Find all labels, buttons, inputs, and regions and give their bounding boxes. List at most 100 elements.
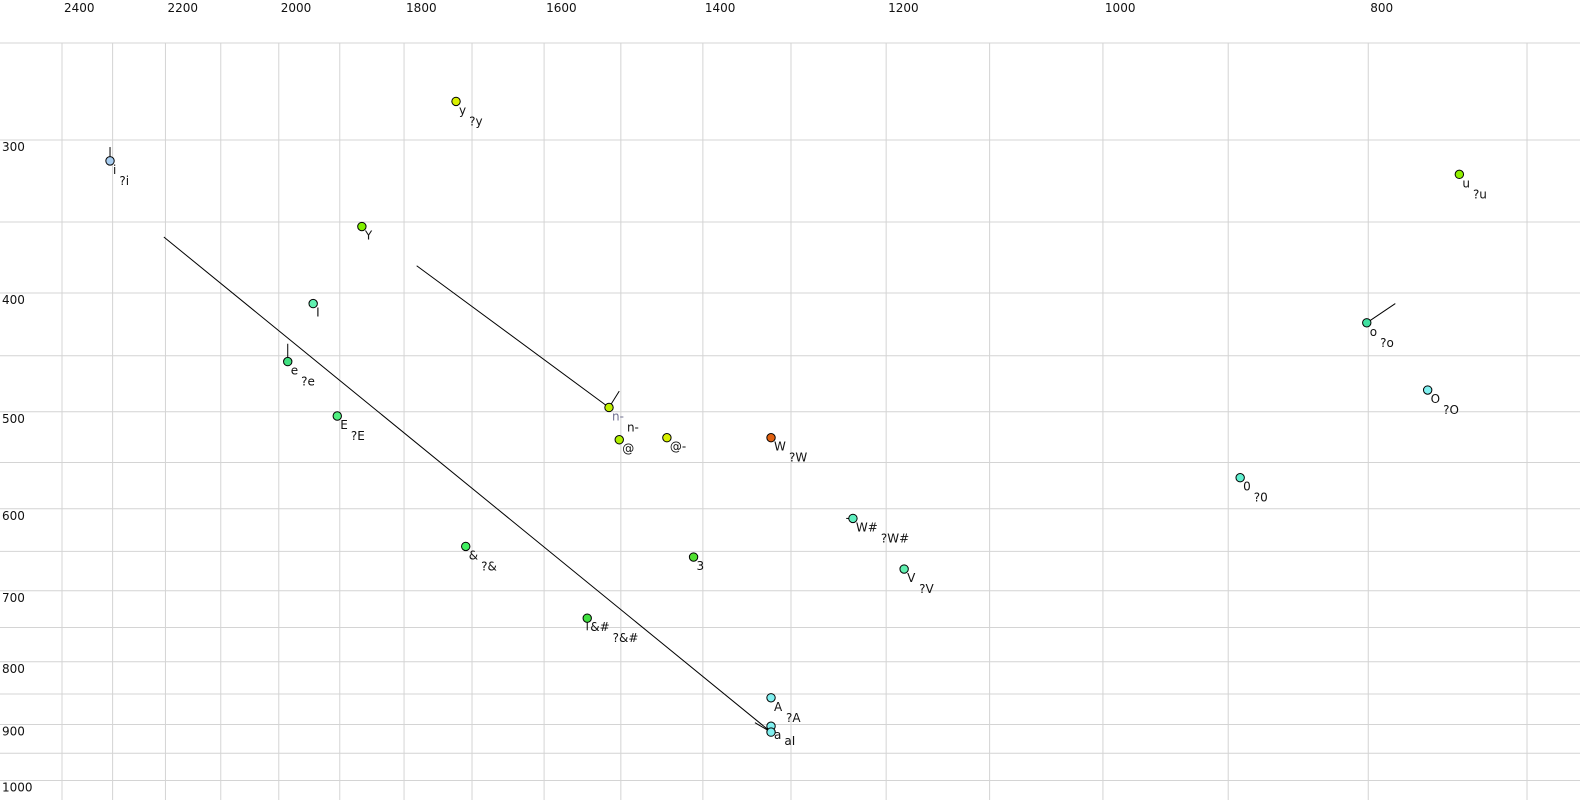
point-marker: [1362, 318, 1372, 328]
vowel-point-W#: W#?W#: [846, 513, 909, 545]
point-label: a: [774, 728, 781, 742]
y-tick-label: 300: [2, 140, 25, 154]
point-label-secondary: n-: [627, 420, 639, 434]
point-label: 3: [697, 559, 705, 573]
point-marker: [604, 402, 614, 413]
vowel-point-I: I: [308, 298, 320, 320]
point-label: E: [340, 418, 348, 432]
trajectories: [163, 236, 772, 733]
point-marker: [766, 727, 776, 737]
vowel-point-0: 0?0: [1235, 473, 1268, 505]
point-marker: [582, 613, 592, 623]
point-marker: [283, 356, 293, 367]
vowel-point-y: y?y: [451, 96, 483, 128]
point-marker: [1454, 169, 1465, 180]
point-marker: [332, 411, 342, 421]
vowel-point-o: o?o: [1362, 303, 1396, 350]
point-marker: [308, 298, 318, 309]
point-label-secondary: ?e: [301, 375, 315, 389]
vowel-point-O: O?O: [1422, 385, 1459, 417]
vowel-point-3: 3: [688, 552, 705, 573]
point-label-secondary: ?V: [919, 582, 934, 596]
point-label: &#: [590, 620, 609, 634]
point-tail: [1366, 303, 1396, 324]
point-label: i: [113, 163, 116, 177]
point-label: e: [291, 364, 298, 378]
trajectory-line: [163, 236, 772, 733]
point-label: A: [774, 700, 783, 714]
x-tick-label: 1600: [546, 1, 577, 15]
point-label: n-: [612, 409, 624, 423]
y-tick-label: 600: [2, 509, 25, 523]
vowel-point-A: A?A: [766, 693, 801, 725]
point-label-secondary: ?W#: [881, 531, 909, 545]
point-marker: [451, 96, 461, 107]
point-label: u: [1462, 176, 1470, 190]
point-label-secondary: ?&#: [613, 631, 639, 645]
point-label: 0: [1243, 480, 1251, 494]
y-tick-label: 1000: [2, 781, 33, 795]
x-tick-label: 2200: [167, 1, 198, 15]
point-label: I: [316, 306, 320, 320]
point-marker: [848, 513, 858, 524]
vowel-point-&#: &# ?&#: [582, 613, 639, 645]
point-marker: [614, 435, 624, 445]
tick-labels: 2400 2200 2000 1800 1600 1400 1200 1000 800 300 40…: [2, 1, 1393, 795]
y-tick-label: 500: [2, 412, 25, 426]
x-tick-label: 2000: [281, 1, 312, 15]
point-label: aI: [784, 734, 795, 748]
point-label: o: [1370, 325, 1377, 339]
point-label: @-: [670, 440, 686, 454]
point-label: O: [1431, 392, 1440, 406]
vowel-point-n-: n-n-: [604, 390, 639, 434]
point-label: y: [459, 103, 466, 117]
vowel-point-@: @: [614, 435, 634, 456]
point-label: &: [469, 548, 478, 562]
point-marker: [766, 693, 776, 703]
y-tick-label: 800: [2, 662, 25, 676]
point-label: Y: [364, 229, 373, 243]
x-tick-label: 1200: [888, 1, 919, 15]
y-tick-label: 700: [2, 591, 25, 605]
point-marker: [899, 564, 909, 574]
x-tick-label: 2400: [64, 1, 95, 15]
point-label-secondary: ?y: [469, 114, 482, 128]
y-tick-label: 900: [2, 724, 25, 738]
point-label: W#: [856, 520, 878, 534]
point-marker: [357, 221, 367, 232]
x-tick-label: 1800: [406, 1, 437, 15]
point-label: W: [774, 440, 786, 454]
vowel-point-e: e?e: [283, 343, 315, 389]
point-marker: [1235, 473, 1245, 483]
y-tick-label: 400: [2, 293, 25, 307]
vowel-point-Y: Y: [357, 221, 373, 243]
point-label-secondary: ?u: [1473, 187, 1487, 201]
point-marker: [1422, 385, 1433, 395]
point-marker: [662, 433, 672, 443]
point-marker: [766, 433, 776, 443]
vowel-point-W: W?W: [766, 433, 807, 465]
point-label: @: [622, 442, 634, 456]
grid: [0, 42, 1580, 800]
point-label-secondary: ?i: [119, 174, 129, 188]
x-tick-label: 800: [1370, 1, 1393, 15]
vowel-point-u: u?u: [1454, 169, 1487, 201]
point-label-secondary: ?W: [789, 451, 807, 465]
point-label: V: [907, 571, 916, 585]
point-label-secondary: ?o: [1380, 336, 1394, 350]
point-marker: [688, 552, 699, 562]
x-tick-label: 1400: [705, 1, 736, 15]
x-tick-label: 1000: [1105, 1, 1136, 15]
point-marker: [461, 541, 471, 552]
point-label-secondary: ?E: [351, 429, 365, 443]
vowel-point-V: V?V: [899, 564, 934, 596]
trajectory-line: [416, 265, 610, 408]
point-label-secondary: ?A: [786, 711, 801, 725]
vowel-point-E: E?E: [332, 411, 365, 443]
point-label-secondary: ?&: [481, 559, 497, 573]
point-label-secondary: ?0: [1254, 491, 1268, 505]
vowel-point-i: i?i: [105, 147, 129, 188]
point-marker: [105, 156, 115, 166]
vowel-point-aI: aI: [754, 722, 795, 748]
